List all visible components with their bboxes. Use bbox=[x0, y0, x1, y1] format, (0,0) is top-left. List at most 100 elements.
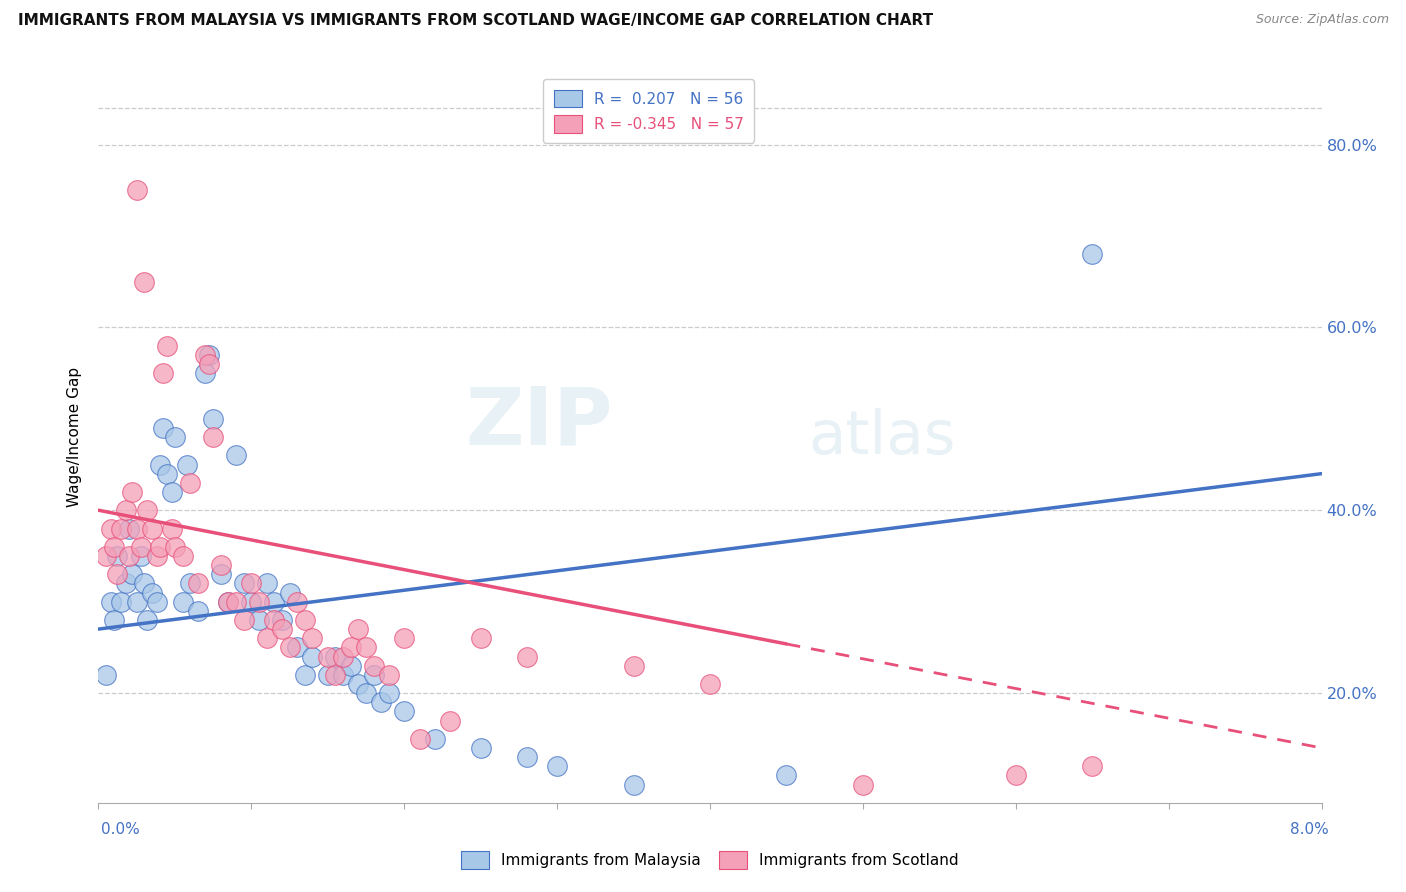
Point bbox=[339, 658, 361, 673]
Point bbox=[202, 430, 225, 444]
Point bbox=[125, 521, 148, 535]
Point bbox=[172, 594, 194, 608]
Point bbox=[160, 521, 183, 535]
Point bbox=[105, 549, 128, 563]
Point bbox=[378, 667, 401, 681]
Point bbox=[209, 567, 232, 582]
Point bbox=[110, 521, 132, 535]
Point bbox=[546, 759, 568, 773]
Point bbox=[103, 613, 125, 627]
Point bbox=[363, 667, 385, 681]
Point bbox=[115, 576, 138, 591]
Text: IMMIGRANTS FROM MALAYSIA VS IMMIGRANTS FROM SCOTLAND WAGE/INCOME GAP CORRELATION: IMMIGRANTS FROM MALAYSIA VS IMMIGRANTS F… bbox=[18, 13, 934, 29]
Point bbox=[217, 594, 239, 608]
Point bbox=[270, 613, 294, 627]
Y-axis label: Wage/Income Gap: Wage/Income Gap bbox=[67, 367, 83, 508]
Point bbox=[278, 585, 301, 599]
Point bbox=[129, 540, 152, 554]
Point bbox=[136, 503, 159, 517]
Point bbox=[775, 768, 797, 782]
Text: atlas: atlas bbox=[808, 408, 956, 467]
Point bbox=[232, 576, 254, 591]
Point bbox=[240, 576, 263, 591]
Point bbox=[301, 649, 323, 664]
Point bbox=[263, 594, 285, 608]
Point bbox=[118, 549, 141, 563]
Point bbox=[197, 348, 219, 362]
Point bbox=[179, 576, 201, 591]
Point bbox=[623, 658, 645, 673]
Point bbox=[115, 503, 138, 517]
Point bbox=[179, 475, 201, 490]
Point bbox=[332, 649, 354, 664]
Point bbox=[470, 632, 492, 646]
Point bbox=[152, 366, 174, 380]
Point bbox=[202, 412, 225, 426]
Point bbox=[121, 485, 143, 500]
Point bbox=[325, 649, 347, 664]
Point bbox=[392, 705, 416, 719]
Point bbox=[240, 594, 263, 608]
Point bbox=[105, 567, 128, 582]
Point bbox=[347, 677, 370, 691]
Point bbox=[247, 613, 270, 627]
Point bbox=[294, 667, 316, 681]
Point bbox=[176, 458, 198, 472]
Point bbox=[470, 740, 492, 755]
Point bbox=[103, 540, 125, 554]
Point bbox=[94, 667, 117, 681]
Point bbox=[316, 649, 339, 664]
Text: Source: ZipAtlas.com: Source: ZipAtlas.com bbox=[1256, 13, 1389, 27]
Point bbox=[263, 613, 285, 627]
Point bbox=[1004, 768, 1026, 782]
Point bbox=[354, 686, 377, 700]
Point bbox=[141, 521, 163, 535]
Point bbox=[316, 667, 339, 681]
Point bbox=[172, 549, 194, 563]
Point bbox=[339, 640, 361, 655]
Point bbox=[110, 594, 132, 608]
Point bbox=[256, 576, 278, 591]
Point bbox=[699, 677, 721, 691]
Point bbox=[225, 448, 247, 462]
Point bbox=[363, 658, 385, 673]
Point bbox=[194, 348, 217, 362]
Point bbox=[141, 585, 163, 599]
Point bbox=[294, 613, 316, 627]
Text: 8.0%: 8.0% bbox=[1289, 822, 1329, 837]
Point bbox=[378, 686, 401, 700]
Point bbox=[145, 594, 167, 608]
Point bbox=[197, 357, 219, 371]
Point bbox=[217, 594, 239, 608]
Point bbox=[100, 521, 122, 535]
Point bbox=[94, 549, 117, 563]
Point bbox=[156, 338, 179, 352]
Point bbox=[347, 622, 370, 636]
Point bbox=[145, 549, 167, 563]
Point bbox=[278, 640, 301, 655]
Point bbox=[225, 594, 247, 608]
Point bbox=[125, 183, 148, 197]
Point bbox=[408, 731, 430, 746]
Point bbox=[354, 640, 377, 655]
Point bbox=[301, 632, 323, 646]
Point bbox=[256, 632, 278, 646]
Point bbox=[163, 430, 186, 444]
Point bbox=[121, 567, 143, 582]
Point bbox=[515, 649, 537, 664]
Point bbox=[129, 549, 152, 563]
Point bbox=[134, 576, 156, 591]
Legend: Immigrants from Malaysia, Immigrants from Scotland: Immigrants from Malaysia, Immigrants fro… bbox=[451, 840, 969, 880]
Point bbox=[152, 421, 174, 435]
Point bbox=[209, 558, 232, 573]
Point bbox=[232, 613, 254, 627]
Point bbox=[285, 640, 308, 655]
Point bbox=[163, 540, 186, 554]
Point bbox=[160, 485, 183, 500]
Point bbox=[439, 714, 461, 728]
Point bbox=[1081, 247, 1104, 261]
Point bbox=[1081, 759, 1104, 773]
Point bbox=[392, 632, 416, 646]
Point bbox=[370, 695, 392, 709]
Text: ZIP: ZIP bbox=[465, 384, 612, 461]
